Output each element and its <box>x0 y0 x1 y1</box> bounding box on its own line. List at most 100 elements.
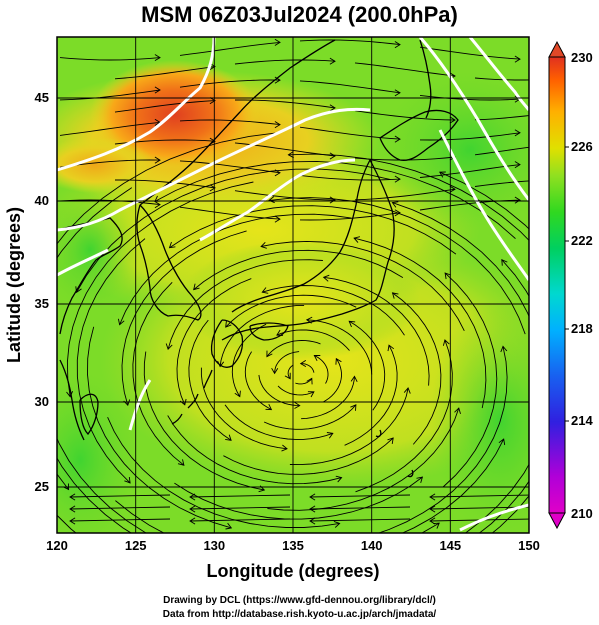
streamline <box>329 152 336 160</box>
streamline <box>189 493 196 501</box>
streamline <box>314 355 329 384</box>
streamline <box>387 437 394 444</box>
streamline <box>299 80 401 94</box>
streamline <box>271 367 279 375</box>
streamline <box>401 438 505 533</box>
streamline <box>59 89 161 101</box>
streamline <box>189 506 291 510</box>
streamline <box>115 179 216 189</box>
streamline <box>323 276 430 386</box>
streamline <box>391 201 399 208</box>
streamline <box>514 196 521 204</box>
streamline <box>294 401 301 409</box>
streamline <box>261 240 465 332</box>
streamline <box>309 517 316 525</box>
streamline <box>154 54 161 61</box>
streamline <box>313 355 321 362</box>
streamline <box>299 39 401 46</box>
streamline <box>231 323 267 397</box>
streamline <box>300 363 315 373</box>
streamline <box>289 387 409 466</box>
streamline <box>209 137 216 145</box>
streamline <box>262 285 405 336</box>
lat-lon-grid <box>57 37 529 533</box>
streamline <box>444 272 451 280</box>
streamline <box>217 360 225 368</box>
streamline <box>59 57 161 61</box>
streamline <box>474 180 529 187</box>
streamline <box>177 459 185 466</box>
streamline <box>59 199 161 206</box>
streamline <box>281 444 288 452</box>
streamline <box>403 387 411 394</box>
streamline <box>306 377 313 385</box>
streamline <box>501 258 508 266</box>
streamline <box>392 202 529 318</box>
y-tick-label: 45 <box>35 90 49 105</box>
streamline <box>179 206 281 220</box>
streamline <box>168 241 176 249</box>
streamline <box>449 185 456 193</box>
streamline <box>188 319 232 441</box>
y-tick-label: 35 <box>35 296 49 311</box>
streamline <box>258 374 300 407</box>
streamline <box>329 104 336 112</box>
streamline <box>132 281 185 466</box>
streamline <box>301 376 355 420</box>
streamline <box>299 174 401 181</box>
x-tick-label: 130 <box>203 538 225 553</box>
streamline <box>193 249 404 290</box>
streamline <box>274 121 281 129</box>
streamline <box>394 41 401 49</box>
streamline <box>235 99 336 109</box>
streamline <box>274 351 300 374</box>
streamline <box>63 483 70 491</box>
streamline <box>154 86 161 94</box>
streamline <box>309 506 411 510</box>
colorbar-scale <box>548 56 566 514</box>
streamline <box>265 404 273 411</box>
streamline <box>225 294 357 328</box>
x-tick-label: 150 <box>518 538 540 553</box>
streamline <box>69 493 76 501</box>
streamline <box>121 230 247 406</box>
streamline <box>348 320 356 328</box>
wind-streamlines <box>10 38 529 576</box>
streamline <box>387 344 395 352</box>
map-title: MSM 06Z03Jul2024 (200.0hPa) <box>141 2 458 27</box>
streamline <box>57 187 133 490</box>
streamline <box>75 286 82 294</box>
streamline <box>189 505 196 513</box>
streamline <box>10 370 16 375</box>
streamline <box>154 201 161 209</box>
streamline <box>299 360 307 367</box>
streamline <box>433 522 440 529</box>
colorbar-tick-label: 214 <box>571 413 593 428</box>
streamline <box>69 517 76 525</box>
streamline <box>223 437 394 475</box>
streamline <box>200 367 288 450</box>
streamline <box>353 236 361 243</box>
streamline <box>309 493 316 501</box>
streamline <box>69 506 171 510</box>
streamline <box>143 351 265 491</box>
streamline <box>429 506 529 510</box>
streamline <box>350 404 357 411</box>
streamline <box>394 209 401 217</box>
streamline <box>225 522 233 530</box>
streamline <box>114 66 216 80</box>
streamline <box>299 212 401 221</box>
streamline <box>169 205 457 255</box>
streamline <box>442 571 448 576</box>
streamline <box>514 129 521 137</box>
streamline <box>309 505 316 513</box>
streamline <box>66 181 254 397</box>
streamline <box>117 318 125 326</box>
streamline <box>277 385 315 396</box>
colorbar-tick-label: 222 <box>571 233 593 248</box>
streamline <box>394 89 401 97</box>
streamline <box>276 329 283 337</box>
x-tick-label: 145 <box>439 538 461 553</box>
streamline <box>335 475 343 483</box>
streamline <box>306 319 373 375</box>
